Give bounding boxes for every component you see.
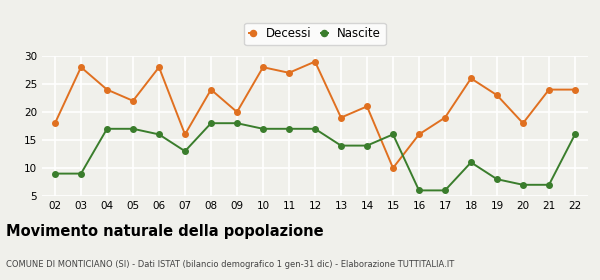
Decessi [571, 88, 578, 91]
Nascite [130, 127, 137, 130]
Nascite [389, 133, 397, 136]
Nascite [52, 172, 59, 175]
Line: Nascite: Nascite [52, 120, 578, 193]
Decessi [155, 66, 163, 69]
Decessi [181, 133, 188, 136]
Nascite [364, 144, 371, 147]
Text: Movimento naturale della popolazione: Movimento naturale della popolazione [6, 224, 323, 239]
Nascite [467, 161, 475, 164]
Decessi [286, 71, 293, 74]
Decessi [467, 77, 475, 80]
Nascite [286, 127, 293, 130]
Nascite [103, 127, 110, 130]
Decessi [520, 122, 527, 125]
Nascite [571, 133, 578, 136]
Decessi [259, 66, 266, 69]
Nascite [233, 122, 241, 125]
Nascite [493, 178, 500, 181]
Nascite [181, 150, 188, 153]
Nascite [259, 127, 266, 130]
Nascite [415, 189, 422, 192]
Line: Decessi: Decessi [52, 59, 578, 171]
Nascite [77, 172, 85, 175]
Decessi [311, 60, 319, 63]
Nascite [208, 122, 215, 125]
Decessi [545, 88, 553, 91]
Decessi [493, 94, 500, 97]
Decessi [364, 105, 371, 108]
Decessi [415, 133, 422, 136]
Decessi [130, 99, 137, 102]
Decessi [52, 122, 59, 125]
Nascite [545, 183, 553, 186]
Decessi [442, 116, 449, 119]
Text: COMUNE DI MONTICIANO (SI) - Dati ISTAT (bilancio demografico 1 gen-31 dic) - Ela: COMUNE DI MONTICIANO (SI) - Dati ISTAT (… [6, 260, 454, 269]
Decessi [103, 88, 110, 91]
Decessi [233, 110, 241, 114]
Decessi [389, 166, 397, 170]
Decessi [337, 116, 344, 119]
Nascite [155, 133, 163, 136]
Decessi [77, 66, 85, 69]
Nascite [337, 144, 344, 147]
Nascite [520, 183, 527, 186]
Nascite [442, 189, 449, 192]
Legend: Decessi, Nascite: Decessi, Nascite [244, 23, 386, 45]
Nascite [311, 127, 319, 130]
Decessi [208, 88, 215, 91]
